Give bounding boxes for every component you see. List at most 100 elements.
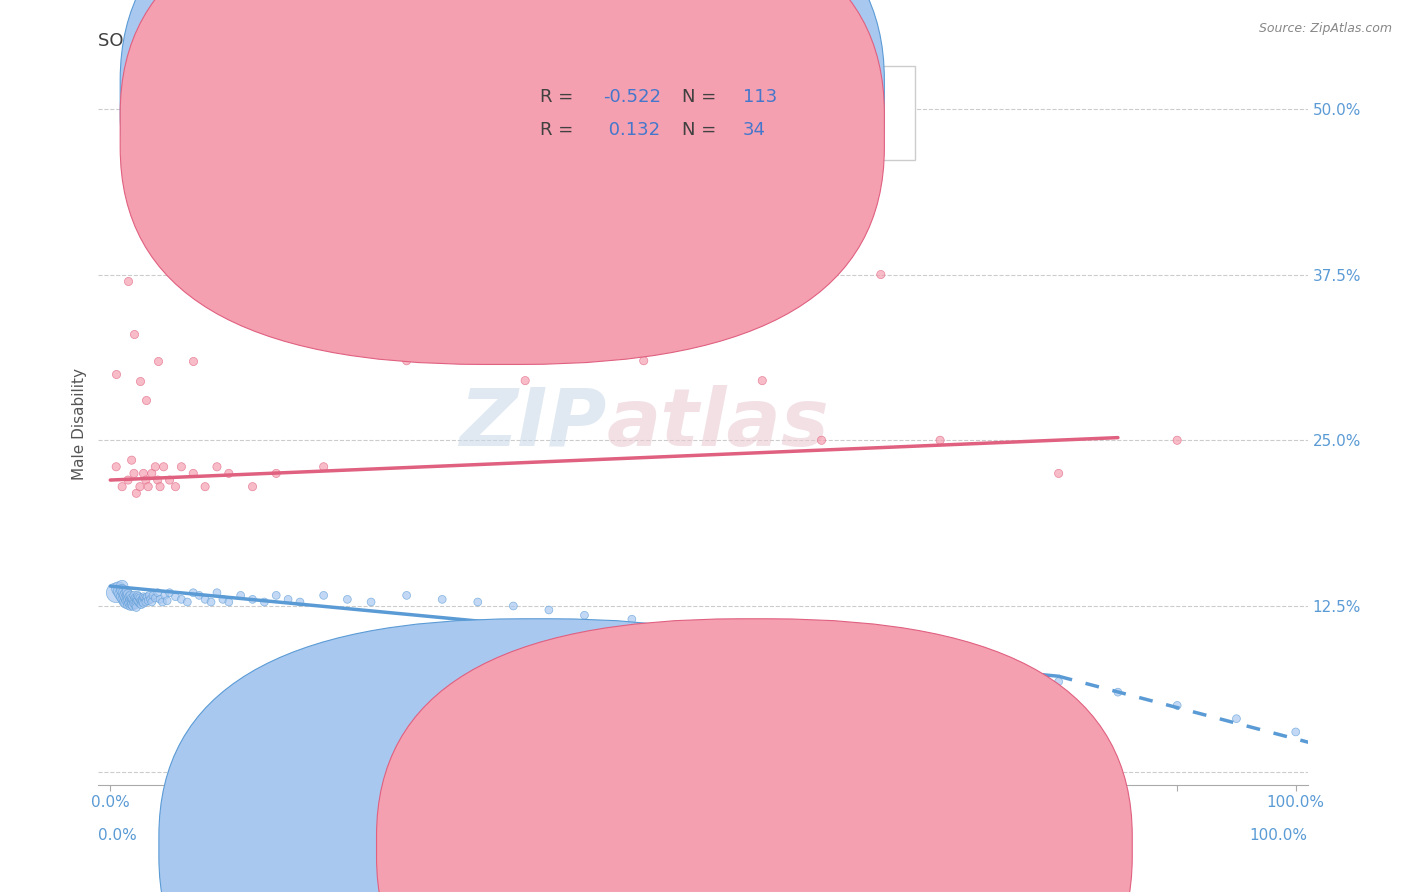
Point — [988, 665, 1011, 680]
Point — [136, 593, 159, 607]
Point — [111, 480, 134, 494]
Point — [716, 625, 738, 640]
Point — [143, 459, 166, 474]
Point — [869, 268, 891, 282]
FancyBboxPatch shape — [377, 619, 1132, 892]
Point — [763, 632, 786, 647]
Point — [121, 592, 143, 607]
Point — [432, 592, 454, 607]
Point — [120, 592, 142, 607]
Point — [122, 327, 145, 342]
Point — [467, 595, 489, 609]
Point — [121, 595, 143, 609]
Point — [153, 588, 176, 602]
Point — [159, 473, 181, 487]
Point — [212, 592, 235, 607]
Point — [120, 599, 142, 613]
Point — [136, 480, 159, 494]
Point — [360, 595, 382, 609]
Point — [143, 591, 166, 605]
Point — [751, 374, 773, 388]
Point — [1166, 698, 1188, 713]
Point — [108, 584, 131, 599]
Point — [134, 591, 156, 605]
Point — [515, 374, 537, 388]
Point — [138, 588, 160, 602]
Point — [117, 274, 139, 288]
Point — [253, 595, 276, 609]
Point — [105, 367, 128, 381]
Point — [115, 593, 138, 607]
Point — [502, 599, 524, 613]
Text: N =: N = — [682, 121, 723, 139]
Point — [114, 591, 136, 605]
Point — [129, 593, 152, 607]
Text: N =: N = — [682, 88, 723, 106]
Text: R =: R = — [540, 121, 579, 139]
Point — [810, 639, 832, 653]
Point — [125, 486, 148, 500]
Point — [115, 584, 138, 599]
Text: atlas: atlas — [606, 384, 830, 463]
Point — [176, 595, 198, 609]
Point — [188, 588, 211, 602]
Point — [165, 480, 187, 494]
FancyBboxPatch shape — [120, 0, 884, 365]
Point — [537, 603, 560, 617]
Point — [124, 591, 146, 605]
Point — [111, 590, 134, 604]
Point — [141, 595, 163, 609]
Point — [1166, 434, 1188, 448]
Point — [114, 585, 136, 599]
Point — [810, 434, 832, 448]
Point — [229, 588, 252, 602]
Point — [152, 459, 174, 474]
Point — [668, 619, 690, 633]
Point — [131, 595, 153, 609]
Point — [127, 588, 149, 602]
Point — [242, 480, 264, 494]
Text: ZIP: ZIP — [458, 384, 606, 463]
Point — [125, 595, 148, 609]
Point — [118, 595, 141, 609]
Text: 100.0%: 100.0% — [1250, 829, 1308, 843]
Point — [141, 467, 163, 481]
Text: 0.0%: 0.0% — [98, 829, 138, 843]
Text: Source: ZipAtlas.com: Source: ZipAtlas.com — [1258, 22, 1392, 36]
Point — [146, 473, 169, 487]
Point — [181, 585, 204, 599]
Point — [112, 592, 135, 607]
Point — [1285, 725, 1308, 739]
Point — [152, 595, 174, 609]
Point — [118, 596, 141, 610]
Point — [929, 656, 952, 670]
Point — [112, 585, 135, 599]
Point — [105, 585, 128, 599]
Point — [929, 434, 952, 448]
Point — [115, 588, 138, 602]
Point — [125, 592, 148, 607]
Point — [336, 592, 359, 607]
Point — [142, 588, 165, 602]
Point — [1047, 674, 1070, 689]
Point — [132, 590, 155, 604]
Point — [131, 592, 153, 607]
Point — [288, 595, 311, 609]
Point — [129, 480, 152, 494]
Point — [105, 459, 128, 474]
Point — [121, 453, 143, 467]
Point — [181, 467, 204, 481]
Point — [122, 588, 145, 602]
Point — [132, 596, 155, 610]
Point — [129, 591, 152, 605]
Point — [135, 473, 157, 487]
Point — [218, 595, 240, 609]
Point — [135, 592, 157, 607]
Point — [114, 588, 136, 602]
Point — [170, 592, 193, 607]
Point — [149, 480, 172, 494]
Point — [149, 592, 172, 607]
Point — [170, 459, 193, 474]
Point — [1047, 467, 1070, 481]
Point — [114, 595, 136, 609]
